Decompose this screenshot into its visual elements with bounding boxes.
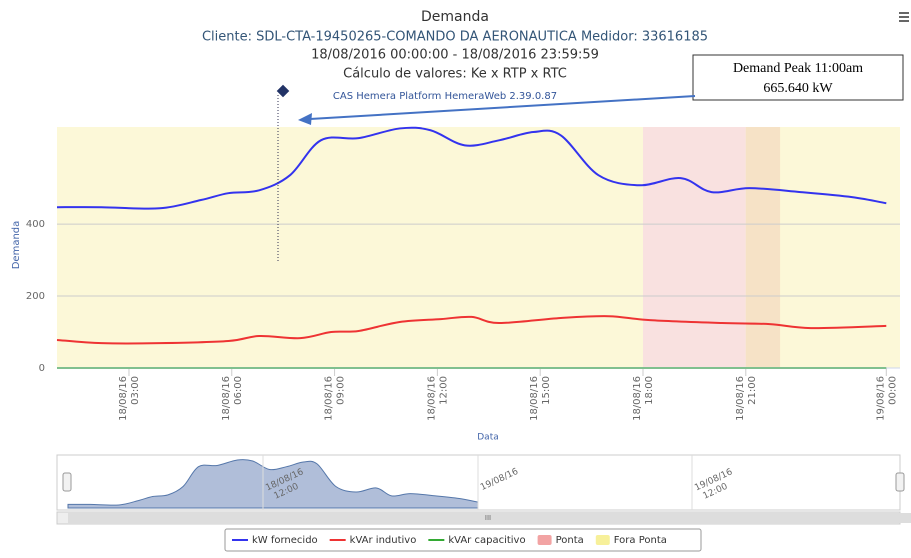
legend xyxy=(224,528,702,552)
subtitle: Cliente: SDL-CTA-19450265-COMANDO DA AER… xyxy=(202,30,708,45)
series-line xyxy=(56,126,887,210)
plot-band xyxy=(642,127,746,368)
subtitle: Cálculo de valores: Ke x RTP x RTC xyxy=(343,67,567,82)
legend-label: kVAr capacitivo xyxy=(448,535,525,546)
y-axis-title: Demanda xyxy=(11,221,22,270)
x-tick-label: 18/08/1621:00 xyxy=(735,376,758,421)
x-tick-label: 18/08/1603:00 xyxy=(118,376,141,421)
y-tick-label: 200 xyxy=(26,291,45,302)
x-tick-label: 18/08/1609:00 xyxy=(324,376,347,421)
navigator-area xyxy=(67,459,479,509)
x-tick-label: 18/08/1618:00 xyxy=(632,376,655,421)
legend-swatch xyxy=(537,535,552,545)
scrollbar-grip: III xyxy=(485,514,491,522)
x-tick-label: 18/08/1606:00 xyxy=(221,376,244,421)
navigator-handle[interactable] xyxy=(62,472,72,492)
legend-label: Fora Ponta xyxy=(614,535,667,546)
series-line xyxy=(56,315,887,345)
chart-title: Demanda xyxy=(421,9,489,25)
annotation-arrow xyxy=(309,95,696,120)
peak-marker xyxy=(275,83,291,99)
x-axis-title: Data xyxy=(477,433,499,443)
plot-band xyxy=(745,127,781,368)
subtitle: 18/08/2016 00:00:00 - 18/08/2016 23:59:5… xyxy=(311,48,599,63)
menu-icon[interactable] xyxy=(899,12,909,22)
y-tick-label: 0 xyxy=(39,363,45,374)
credit: CAS Hemera Platform HemeraWeb 2.39.0.87 xyxy=(333,91,557,102)
legend-label: kVAr indutivo xyxy=(350,535,417,546)
annotation-arrowhead xyxy=(298,113,312,125)
legend-label: kW fornecido xyxy=(252,535,318,546)
x-tick-label: 18/08/1615:00 xyxy=(529,376,552,421)
legend-swatch xyxy=(595,535,610,545)
navigator-handle[interactable] xyxy=(895,472,905,492)
x-tick-label: 18/08/1612:00 xyxy=(426,376,449,421)
y-tick-label: 400 xyxy=(26,219,45,230)
legend-label: Ponta xyxy=(556,535,584,546)
x-tick-label: 19/08/1600:00 xyxy=(875,376,898,421)
scrollbar-thumb[interactable] xyxy=(68,513,911,523)
annotation: 665.640 kW xyxy=(763,81,833,96)
annotation-box xyxy=(692,54,904,101)
annotation: Demand Peak 11:00am xyxy=(733,61,863,76)
